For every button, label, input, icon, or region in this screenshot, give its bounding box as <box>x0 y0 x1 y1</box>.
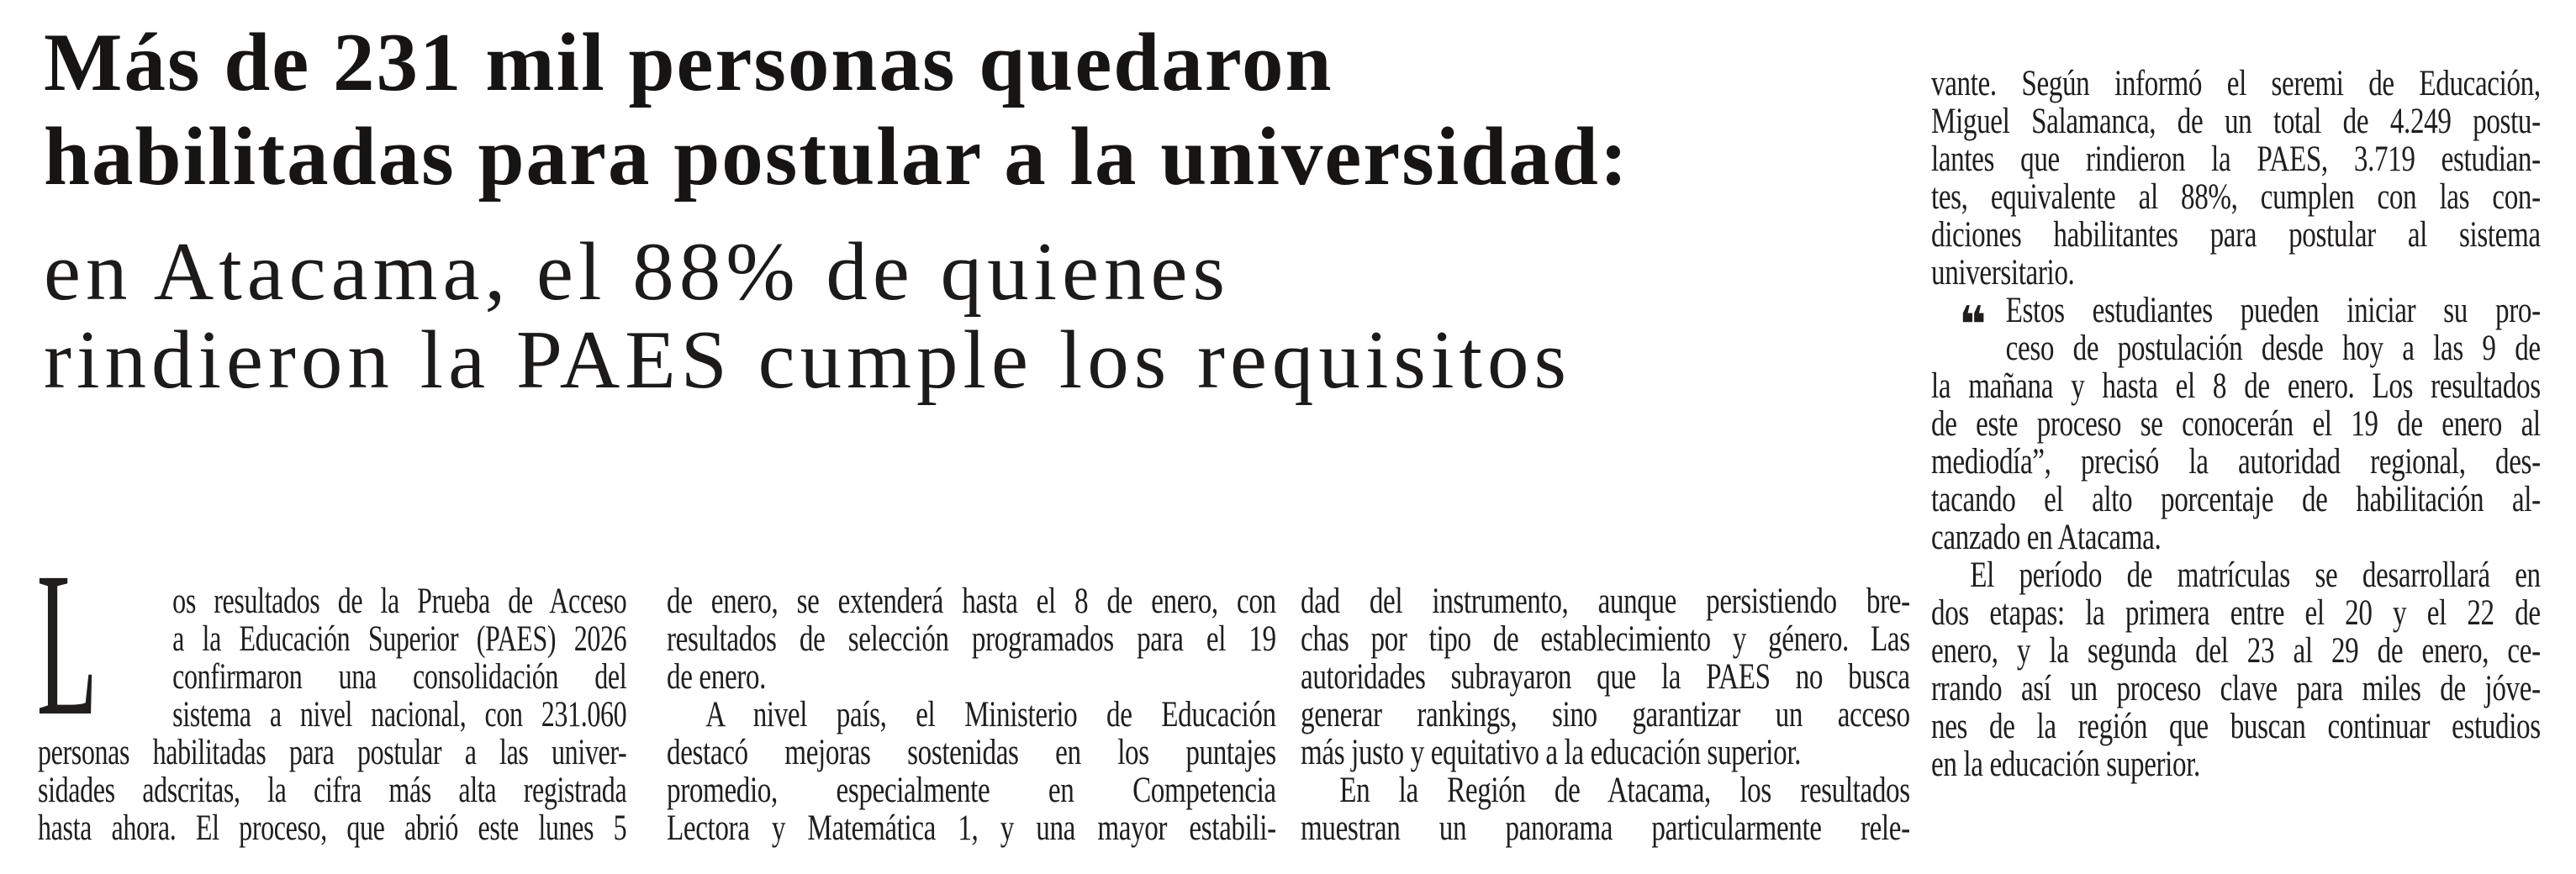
column-3-text: dad del instrumento, aunque persistiendo… <box>1301 582 1910 847</box>
text-line: confirmaron una consolidación del <box>172 657 627 697</box>
text-line: destacó mejoras sostenidas en los puntaj… <box>667 733 1276 772</box>
text-line: dad del instrumento, aunque persistiendo… <box>1301 582 1910 621</box>
body-column-4: ❝ vante. Según informó el seremi de Educ… <box>1931 65 2541 783</box>
text-line: Lectora y Matemática 1, y una mayor esta… <box>667 808 1276 848</box>
text-line: sistema a nivel nacional, con 231.060 <box>172 695 627 734</box>
text-line: universitario. <box>1931 253 2075 292</box>
text-line: de este proceso se conocerán el 19 de en… <box>1931 404 2541 444</box>
text-line: chas por tipo de establecimiento y géner… <box>1301 619 1910 659</box>
text-line: sidades adscritas, la cifra más alta reg… <box>38 771 627 810</box>
text-line: resultados de selección programados para… <box>667 619 1276 659</box>
drop-cap-letter: L <box>36 530 98 759</box>
text-line: de enero. <box>667 657 767 697</box>
text-line: a la Educación Superior (PAES) 2026 <box>172 619 627 659</box>
text-line: lantes que rindieron la PAES, 3.719 estu… <box>1931 140 2541 179</box>
text-line: generar rankings, sino garantizar un acc… <box>1301 695 1910 734</box>
text-line: hasta ahora. El proceso, que abrió este … <box>38 808 627 848</box>
text-line: más justo y equitativo a la educación su… <box>1301 733 1802 772</box>
headline-deck-line-2: rindieron la PAES cumple los requisitos <box>44 314 1571 406</box>
text-line: El período de matrículas se desarrollará… <box>1970 555 2541 595</box>
text-line: ceso de postulación desde hoy a las 9 de <box>2005 329 2541 368</box>
text-line: tacando el alto porcentaje de habilitaci… <box>1931 480 2541 519</box>
headline-line-1: Más de 231 mil personas quedaron <box>44 17 1333 108</box>
body-column-3: dad del instrumento, aunque persistiendo… <box>1301 582 1910 847</box>
body-column-1: L os resultados de la Prueba de Acceso a … <box>37 541 627 848</box>
text-line: diciones habilitantes para postular al s… <box>1931 215 2541 255</box>
text-line: tes, equivalente al 88%, cumplen con las… <box>1931 177 2541 217</box>
text-line: Miguel Salamanca, de un total de 4.249 p… <box>1931 102 2541 141</box>
column-4-text: vante. Según informó el seremi de Educac… <box>1931 65 2541 783</box>
column-2-text: de enero, se extenderá hasta el 8 de ene… <box>667 582 1276 847</box>
body-column-2: de enero, se extenderá hasta el 8 de ene… <box>667 582 1276 847</box>
text-line: A nivel país, el Ministerio de Educación <box>705 695 1276 734</box>
text-line: enero, y la segunda del 23 al 29 de ener… <box>1931 631 2541 671</box>
text-line: Estos estudiantes pueden iniciar su pro- <box>2005 291 2541 330</box>
text-line: vante. Según informó el seremi de Educac… <box>1931 64 2541 103</box>
text-line: En la Región de Atacama, los resultados <box>1339 771 1910 810</box>
text-line: rrando así un proceso clave para miles d… <box>1931 669 2541 708</box>
text-line: muestran un panorama particularmente rel… <box>1301 808 1910 848</box>
text-line: mediodía”, precisó la autoridad regional… <box>1931 442 2541 482</box>
text-line: la mañana y hasta el 8 de enero. Los res… <box>1931 366 2541 406</box>
headline-line-2: habilitadas para postular a la universid… <box>44 111 1629 203</box>
headline-deck-line-1: en Atacama, el 88% de quienes <box>44 226 1231 318</box>
text-line: personas habilitadas para postular a las… <box>38 733 627 772</box>
column-1-text: os resultados de la Prueba de Acceso a la… <box>38 582 627 848</box>
text-line: canzado en Atacama. <box>1931 518 2162 557</box>
text-line: nes de la región que buscan continuar es… <box>1931 707 2541 746</box>
text-line: en la educación superior. <box>1931 745 2200 784</box>
pull-quote-icon: ❝ <box>1959 296 1987 355</box>
text-line: autoridades subrayaron que la PAES no bu… <box>1301 657 1910 697</box>
text-line: os resultados de la Prueba de Acceso <box>172 582 627 621</box>
text-line: dos etapas: la primera entre el 20 y el … <box>1931 593 2541 633</box>
text-line: promedio, especialmente en Competencia <box>667 771 1276 810</box>
text-line: de enero, se extenderá hasta el 8 de ene… <box>667 582 1276 621</box>
